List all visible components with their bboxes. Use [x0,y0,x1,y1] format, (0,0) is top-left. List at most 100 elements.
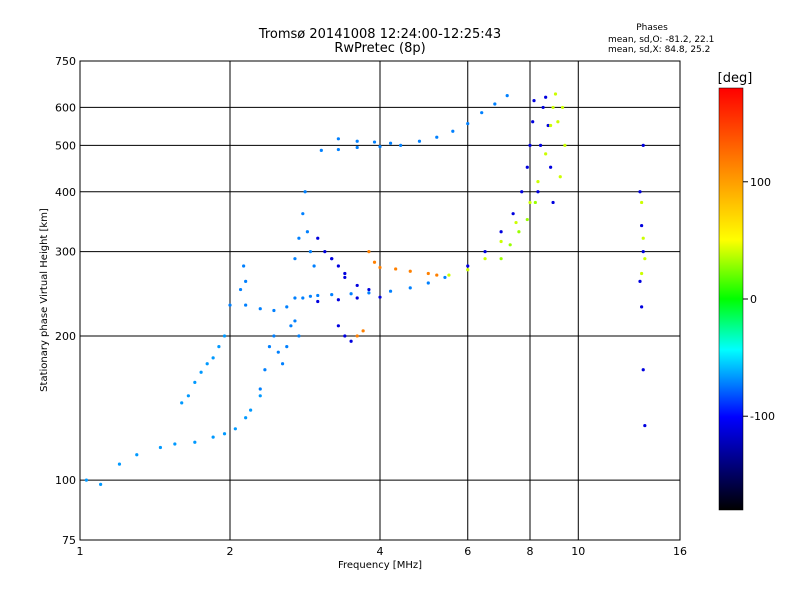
data-point [408,269,412,273]
x-tick-labels: 1 2 4 6 8 10 16 [77,545,688,558]
data-point [233,427,237,431]
data-point [135,453,139,457]
data-point [538,143,543,147]
y-tick-label: 400 [55,186,76,199]
data-point [244,416,248,420]
data-point [301,296,305,300]
x-tick-label: 10 [571,545,585,558]
data-point [643,423,647,428]
data-point [528,200,532,205]
data-point [558,175,562,179]
data-point [372,260,377,264]
data-point [641,368,645,372]
data-point [211,356,215,360]
y-tick-label: 300 [55,246,76,259]
data-point [640,305,644,309]
data-point [308,294,313,298]
x-tick-label: 6 [464,545,471,558]
data-point [499,257,503,261]
data-point [217,345,221,349]
data-point [466,122,470,126]
data-point [361,329,365,333]
data-point [289,324,293,328]
colorbar-tick-label: 100 [750,176,771,189]
data-point [536,180,540,184]
data-point [549,165,553,169]
y-tick-label: 500 [55,139,76,152]
data-point [551,200,555,205]
data-point [640,271,644,276]
data-point [285,305,289,309]
data-point [186,394,190,398]
data-point [643,257,647,261]
x-tick-label: 1 [77,545,84,558]
x-tick-label: 2 [227,545,234,558]
data-point [336,137,340,141]
data-point [222,334,227,338]
data-point [541,105,545,110]
y-tick-label: 750 [55,55,76,68]
plot-frame [79,60,681,541]
data-point [517,230,521,234]
data-point [466,264,470,268]
data-point [293,319,297,323]
data-point [336,324,340,328]
data-point [267,345,272,349]
data-point [316,236,320,240]
data-point [242,264,246,268]
x-tick-label: 16 [673,545,687,558]
data-point [640,223,644,228]
data-point [466,268,470,272]
data-point [173,442,177,446]
info-title: Phases [636,23,668,33]
data-point [499,239,503,244]
data-point [316,299,320,304]
data-point [641,236,645,240]
y-axis-label: Stationary phase Virtual Height [km] [39,208,50,392]
data-point [280,362,285,366]
data-point [367,287,371,292]
data-point [551,105,555,110]
y-tick-labels: 75 100 200 300 400 500 600 750 [55,55,76,547]
data-point [536,190,540,194]
data-point [480,111,484,115]
colorbar-tick-label: -100 [750,410,775,423]
data-point [238,287,243,292]
data-point [563,143,567,147]
data-point [336,264,340,268]
data-point [193,380,197,384]
data-point [388,141,393,145]
data-point [426,271,430,276]
x-axis-label: Frequency [MHz] [338,560,422,571]
data-point [355,283,359,288]
data-point [641,250,645,254]
data-point [367,291,371,295]
data-point [426,281,430,285]
data-point [378,144,382,149]
data-point [180,401,184,405]
data-point [244,279,248,283]
data-point [560,105,565,110]
data-point [297,334,301,338]
data-point [343,334,347,338]
data-point [205,362,209,366]
data-point [525,165,529,169]
data-point [435,273,439,277]
data-point [343,271,347,276]
data-point [272,308,276,313]
data-point [343,275,347,280]
data-point [297,236,301,240]
y-tick-label: 200 [55,330,76,343]
data-point [193,440,197,444]
data-point [483,257,487,261]
data-point [367,250,371,254]
data-point [349,292,353,296]
data-point [305,230,310,234]
data-point [258,307,262,311]
data-point [285,345,289,349]
x-tick-label: 8 [527,545,534,558]
data-point [336,147,340,152]
info-line-x: mean, sd,X: 84.8, 25.2 [608,45,710,55]
data-point [258,387,262,391]
